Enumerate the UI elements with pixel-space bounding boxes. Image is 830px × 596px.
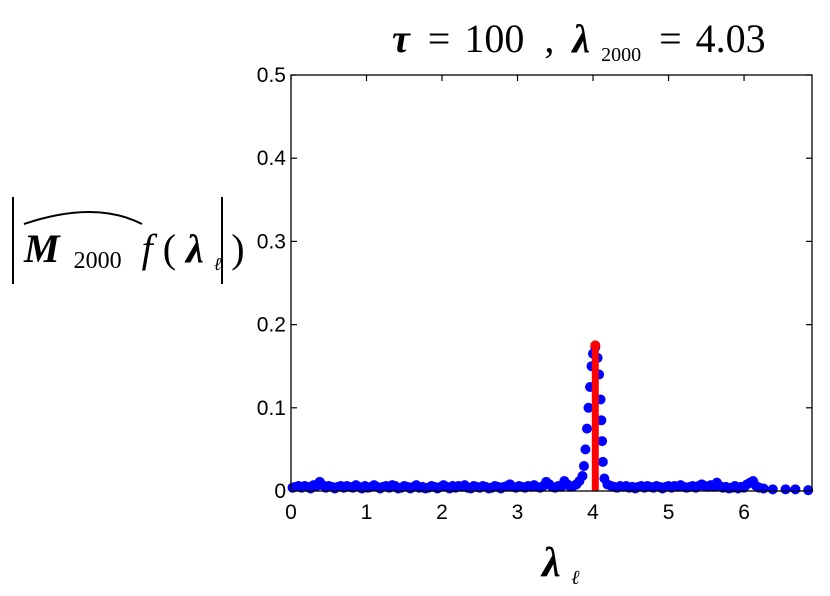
title-separator: , <box>544 16 554 61</box>
ylabel-arg-symbol: λ <box>184 226 204 271</box>
ylabel-open-paren: ( <box>163 226 176 271</box>
highlight-layer <box>590 340 601 491</box>
data-point <box>581 423 592 434</box>
data-point <box>790 484 801 495</box>
title-equals-2: = <box>659 16 682 61</box>
chart-title: τ = 100 , λ 2000 = 4.03 <box>392 16 766 70</box>
hat-arc <box>23 211 143 225</box>
ylabel-subscript: 2000 <box>74 248 122 274</box>
ylabel-symbol: M <box>23 226 61 271</box>
data-point <box>780 484 791 495</box>
plot-axes: 0 0.1 0.2 0.3 0.4 0.5 0 1 2 3 4 5 6 <box>257 64 812 524</box>
plot-frame <box>290 74 813 492</box>
y-axis-label: M 2000 f ( λ ℓ ) <box>12 197 245 284</box>
data-point <box>597 456 608 467</box>
data-points <box>287 342 814 496</box>
y-tick-label: 0.2 <box>257 314 286 337</box>
data-point <box>577 471 588 482</box>
x-tick-label: 5 <box>663 501 675 524</box>
title-lambda-subscript: 2000 <box>601 44 641 66</box>
xlabel-symbol: λ <box>540 540 561 586</box>
x-tick-label: 3 <box>512 501 524 524</box>
data-point <box>803 485 814 496</box>
title-equals-1: = <box>428 16 451 61</box>
y-tick-label: 0 <box>274 480 286 503</box>
xlabel-subscript: ℓ <box>571 567 580 589</box>
x-tick-label: 6 <box>738 501 750 524</box>
ylabel-arg-subscript: ℓ <box>214 254 222 274</box>
title-tau-value: 100 <box>464 16 524 61</box>
highlight-marker <box>590 340 601 351</box>
y-tick-label: 0.3 <box>257 230 286 253</box>
x-axis-label: λ ℓ <box>540 540 580 589</box>
y-tick-label: 0.1 <box>257 397 286 420</box>
ylabel-close-paren: ) <box>231 226 244 271</box>
y-tick-label: 0.5 <box>257 64 286 87</box>
data-point <box>583 402 594 413</box>
data-point <box>597 436 608 447</box>
title-lambda-symbol: λ <box>570 16 590 61</box>
x-tick-label: 4 <box>587 501 599 524</box>
title-tau-symbol: τ <box>392 16 411 61</box>
x-tick-label: 0 <box>285 501 297 524</box>
data-point <box>767 484 778 495</box>
x-tick-label: 2 <box>436 501 448 524</box>
ylabel-func: f <box>142 226 158 271</box>
svg-text:M 2000 f (: M 2000 f ( λ ℓ ) <box>23 226 245 279</box>
data-point <box>596 415 607 426</box>
title-lambda-value: 4.03 <box>696 16 766 61</box>
plot-border <box>290 74 813 492</box>
y-tick-label: 0.4 <box>257 147 287 170</box>
data-point <box>578 461 589 472</box>
x-tick-label: 1 <box>361 501 373 524</box>
data-point <box>758 483 769 494</box>
data-point <box>580 444 591 455</box>
